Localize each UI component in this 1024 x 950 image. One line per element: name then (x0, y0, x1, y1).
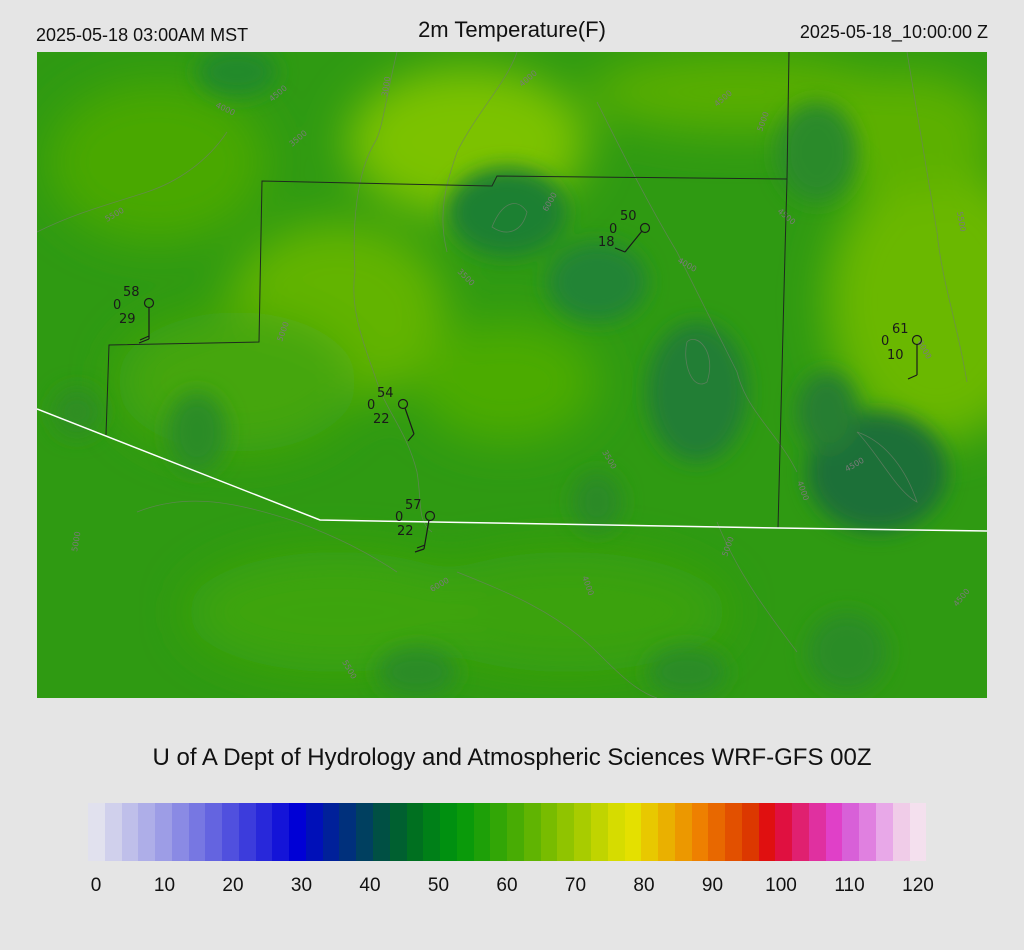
color-scale-swatch (892, 803, 910, 861)
color-scale-swatch (305, 803, 323, 861)
station-plot-1: 58 0 29 (113, 285, 155, 344)
color-scale-swatch (725, 803, 742, 861)
color-scale-swatch (272, 803, 290, 861)
color-scale-swatch (658, 803, 675, 861)
contour-label: 3000 (380, 76, 392, 98)
color-scale-swatch (423, 803, 441, 861)
color-scale-swatch (674, 803, 692, 861)
color-scale (88, 803, 927, 861)
color-scale-swatch (406, 803, 424, 861)
map-title: 2m Temperature(F) (418, 17, 606, 42)
color-scale-swatch (373, 803, 390, 861)
contour-label: 5500 (955, 211, 967, 233)
color-scale-swatch (909, 803, 927, 861)
valid-time-local: 2025-05-18 03:00AM MST (36, 25, 249, 45)
color-scale-swatch (440, 803, 457, 861)
color-scale-swatch (88, 803, 105, 861)
color-scale-swatch (808, 803, 826, 861)
station-value-bottom: 29 (119, 312, 136, 327)
color-scale-swatch (842, 803, 860, 861)
station-temperature: 50 (620, 209, 637, 224)
color-scale-tick-label: 120 (902, 875, 934, 896)
color-scale-swatch (708, 803, 726, 861)
color-scale-swatch (557, 803, 575, 861)
station-value-left: 0 (113, 298, 121, 313)
color-scale-swatch (825, 803, 843, 861)
station-value-left: 0 (367, 398, 375, 413)
station-plot-4: 54 0 22 (367, 386, 415, 442)
station-temperature: 54 (377, 386, 394, 401)
station-temperature: 58 (123, 285, 140, 300)
color-scale-swatch (339, 803, 357, 861)
station-plot-5: 57 0 22 (395, 498, 436, 553)
contour-label: 5000 (70, 531, 82, 553)
color-scale-tick-label: 10 (153, 875, 176, 896)
color-scale-swatch (775, 803, 793, 861)
color-scale-swatch (356, 803, 374, 861)
valid-time-utc: 2025-05-18_10:00:00 Z (799, 22, 988, 42)
station-value-left: 0 (881, 334, 889, 349)
station-temperature: 61 (892, 322, 909, 337)
color-scale-swatch (607, 803, 625, 861)
color-scale-tick-label: 0 (90, 875, 102, 896)
color-scale-tick-label: 80 (633, 875, 655, 896)
color-scale-tick-label: 70 (564, 875, 587, 896)
station-value-left: 0 (609, 222, 617, 237)
color-scale-swatch (490, 803, 508, 861)
color-scale-swatch (289, 803, 306, 861)
color-scale-labels: 0 10 20 30 40 50 60 70 80 90 100 110 120 (88, 875, 934, 901)
color-scale-swatch (138, 803, 156, 861)
color-scale-swatch (624, 803, 642, 861)
station-value-bottom: 18 (598, 235, 615, 250)
color-scale-swatch (171, 803, 189, 861)
color-scale-tick-label: 100 (765, 875, 797, 896)
color-scale-tick-label: 40 (359, 875, 381, 896)
color-scale-tick-label: 90 (701, 875, 724, 896)
color-scale-swatch (741, 803, 759, 861)
station-value-bottom: 22 (397, 524, 414, 539)
color-scale-swatch (104, 803, 122, 861)
elevation-contours (37, 52, 968, 698)
station-plot-3: 61 0 10 (881, 322, 923, 380)
color-scale-tick-label: 110 (834, 875, 865, 896)
color-scale-swatch (507, 803, 524, 861)
temperature-field-warm (47, 52, 987, 672)
color-scale-swatch (255, 803, 273, 861)
color-scale-swatch (188, 803, 206, 861)
color-scale-swatch (222, 803, 239, 861)
color-scale-tick-label: 50 (427, 875, 450, 896)
model-credit: U of A Dept of Hydrology and Atmospheric… (152, 744, 872, 771)
color-scale-tick-label: 20 (222, 875, 244, 896)
color-scale-swatch (456, 803, 474, 861)
temperature-map: 4000 4500 3000 3500 4000 4500 5000 5500 … (37, 52, 987, 698)
color-scale-swatch (859, 803, 876, 861)
color-scale-swatch (473, 803, 491, 861)
station-plot-2: 50 0 18 (598, 209, 651, 253)
color-scale-swatch (590, 803, 608, 861)
county-boundaries (105, 52, 790, 529)
color-scale-swatch (155, 803, 172, 861)
color-scale-swatch (875, 803, 893, 861)
station-temperature: 57 (405, 498, 422, 513)
color-scale-swatch (641, 803, 659, 861)
state-boundary (37, 408, 987, 532)
color-scale-swatch (691, 803, 709, 861)
color-scale-swatch (758, 803, 776, 861)
color-scale-swatch (792, 803, 809, 861)
color-scale-swatch (238, 803, 256, 861)
color-scale-swatch (574, 803, 591, 861)
color-scale-swatch (205, 803, 223, 861)
color-scale-tick-label: 60 (496, 875, 518, 896)
station-value-bottom: 22 (373, 412, 390, 427)
color-scale-swatch (540, 803, 558, 861)
station-value-bottom: 10 (887, 348, 904, 363)
temperature-field-cool (52, 52, 947, 697)
color-scale-tick-label: 30 (290, 875, 313, 896)
color-scale-swatch (121, 803, 139, 861)
station-value-left: 0 (395, 510, 403, 525)
color-scale-swatch (389, 803, 407, 861)
color-scale-swatch (523, 803, 541, 861)
color-scale-swatch (322, 803, 340, 861)
color-scale-bar (88, 803, 927, 861)
